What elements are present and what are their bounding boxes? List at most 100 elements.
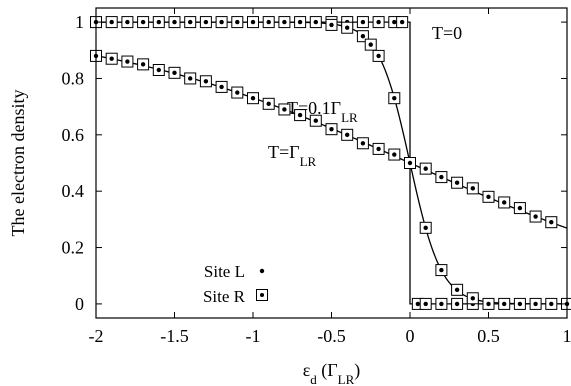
site-l-point (502, 301, 507, 307)
site-l-point (188, 19, 193, 25)
site-l-point (392, 19, 397, 25)
site-l-point (172, 19, 177, 25)
site-l-point (423, 166, 428, 171)
site-l-point (470, 186, 475, 191)
legend-site-l-label: Site L (204, 262, 245, 281)
site-l-point (140, 19, 146, 25)
site-l-point (423, 225, 428, 231)
legend-site-r-marker-dot (260, 293, 264, 297)
site-l-point (549, 219, 554, 225)
site-l-point (486, 301, 491, 307)
site-l-point (140, 62, 146, 67)
site-l-point (454, 301, 460, 307)
site-l-point (203, 19, 209, 25)
y-tick-label: 0.8 (62, 68, 85, 88)
site-l-point (250, 19, 256, 25)
site-l-point (399, 19, 405, 25)
ticks-layer: -2 -1.5 -1 -0.5 0 0.5 1 0 0.2 0.4 0.6 0.8 1 (62, 8, 571, 346)
x-tick-label: 0 (406, 326, 415, 346)
site-l-point (360, 19, 366, 25)
site-l-point (266, 19, 271, 25)
site-l-point (392, 95, 397, 101)
x-tick-label: 1 (563, 326, 571, 346)
site-l-point (423, 301, 428, 307)
annotation-t1: T=ΓLR (268, 142, 317, 169)
x-axis-label-symbol-sub: d (310, 372, 317, 386)
site-l-point (313, 19, 318, 25)
y-tick-label: 0 (75, 294, 84, 314)
site-l-point (454, 180, 460, 185)
site-l-point (502, 200, 507, 205)
site-l-point (109, 56, 114, 61)
site-l-point (266, 101, 271, 107)
site-l-point (439, 301, 444, 307)
site-l-point (329, 126, 334, 132)
y-axis-label: The electron density (8, 90, 28, 237)
y-tick-label: 0.6 (62, 125, 85, 145)
site-l-point (313, 118, 318, 123)
legend: Site L Site R (203, 262, 268, 306)
x-axis-label-unit-open: (Γ (317, 360, 338, 381)
site-l-point (392, 152, 397, 157)
site-l-point (415, 301, 421, 307)
site-l-point (329, 22, 334, 28)
site-l-point (376, 53, 381, 59)
site-l-point (172, 70, 177, 76)
site-l-point (297, 112, 303, 118)
site-l-point (345, 25, 350, 30)
x-tick-label: -1 (246, 326, 261, 346)
x-tick-label: -0.5 (317, 326, 346, 346)
site-l-point (549, 301, 554, 307)
site-l-point (439, 267, 444, 273)
legend-site-l-marker (259, 268, 265, 274)
annotation-t1-sub: LR (300, 154, 317, 169)
y-tick-label: 0.2 (62, 238, 85, 258)
site-l-point (376, 146, 381, 152)
fermi-curve (96, 21, 567, 305)
site-l-point (360, 33, 366, 39)
site-l-point (156, 19, 161, 25)
x-axis-label-symbol: ε (303, 360, 311, 380)
annotation-t0: T=0 (432, 23, 462, 43)
site-l-point (219, 84, 224, 90)
markers-layer (90, 16, 571, 310)
site-l-point (235, 90, 240, 95)
site-l-point (156, 67, 161, 73)
annotation-t01-text: T=0.1Γ (287, 98, 341, 118)
site-l-point (454, 287, 460, 293)
annotation-t01: T=0.1ΓLR (287, 98, 358, 125)
site-l-point (533, 214, 538, 219)
site-l-point (203, 79, 209, 84)
x-axis-label-unit-sub: LR (338, 372, 355, 386)
site-l-point (407, 160, 413, 166)
site-l-point (125, 19, 130, 25)
site-l-point (360, 141, 366, 146)
site-l-point (282, 19, 287, 25)
site-l-point (250, 95, 256, 101)
y-tick-label: 1 (75, 12, 84, 32)
x-tick-label: -1.5 (160, 326, 189, 346)
site-l-point (188, 76, 193, 81)
site-l-point (219, 19, 224, 25)
site-l-point (517, 205, 523, 211)
site-l-point (235, 19, 240, 25)
x-tick-label: 0.5 (477, 326, 500, 346)
legend-site-r-label: Site R (203, 287, 246, 306)
annotation-t01-sub: LR (341, 110, 358, 125)
site-l-point (345, 132, 350, 138)
site-l-point (517, 301, 523, 307)
x-axis-label-unit-close: ) (354, 360, 360, 381)
site-l-point (470, 296, 475, 301)
annotation-t1-text: T=Γ (268, 142, 300, 162)
site-l-point (486, 194, 491, 200)
site-l-point (376, 19, 381, 25)
site-l-point (533, 301, 538, 307)
site-l-point (368, 42, 373, 47)
annotation-t0-text: T=0 (432, 23, 462, 43)
site-l-point (125, 59, 130, 64)
y-tick-label: 0.4 (62, 181, 85, 201)
x-axis-label: εd (ΓLR) (303, 360, 361, 386)
site-l-point (109, 19, 114, 25)
site-l-point (282, 107, 287, 112)
curves-layer (95, 21, 568, 305)
